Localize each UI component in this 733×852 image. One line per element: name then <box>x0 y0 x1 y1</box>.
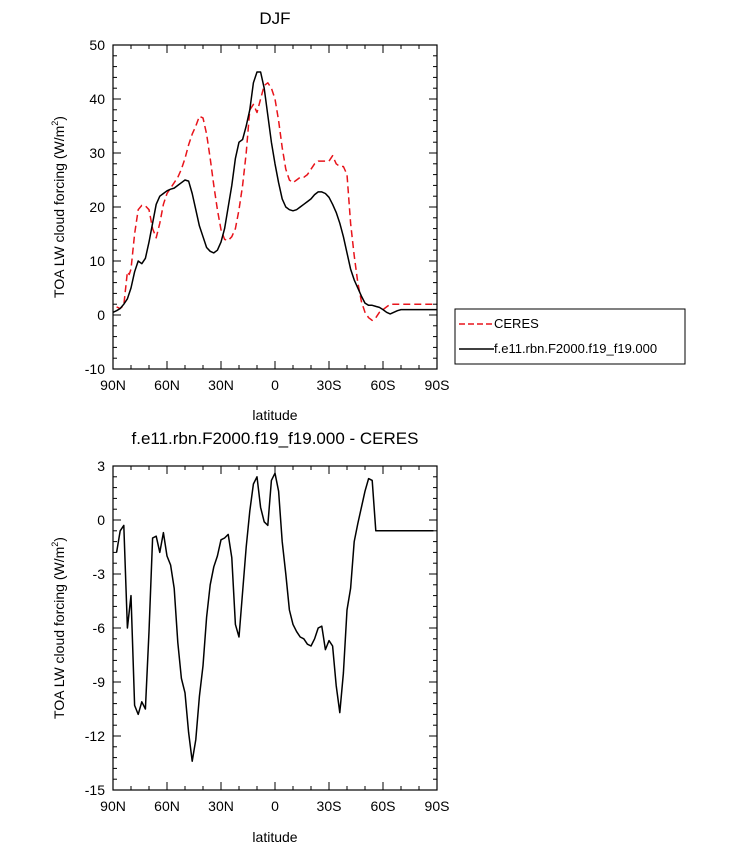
panel2-y-label-sup: 2 <box>50 542 60 547</box>
panel2-y-tick-label: 3 <box>97 458 105 474</box>
panel1-x-tick-label: 0 <box>271 377 279 393</box>
panel1-y-label-close: ) <box>51 116 67 121</box>
panel1-ticks-layer: 90N 60N 30N 0 30S 60S 90S -10 0 10 20 30 40 50 <box>85 37 450 393</box>
legend-label-ceres: CERES <box>494 316 539 331</box>
panel2-x-tick-label: 90N <box>100 798 126 814</box>
panel1-x-tick-label: 60N <box>154 377 180 393</box>
panel1-y-axis-label: TOA LW cloud forcing (W/m2) <box>50 116 67 298</box>
panel-difference: f.e11.rbn.F2000.f19_f19.000 - CERES 90N 6… <box>50 429 449 845</box>
panel1-series-layer <box>112 71 437 322</box>
panel1-x-tick-label: 90N <box>100 377 126 393</box>
panel1-y-tick-label: 30 <box>89 145 105 161</box>
panel2-y-tick-label: -15 <box>85 782 105 798</box>
panel2-x-tick-label: 60S <box>371 798 396 814</box>
panel2-x-tick-label: 60N <box>154 798 180 814</box>
panel2-x-axis-label: latitude <box>252 829 297 845</box>
panel1-x-axis-label: latitude <box>252 407 297 423</box>
panel1-x-tick-label: 90S <box>425 377 450 393</box>
panel2-y-label-main: TOA LW cloud forcing (W/m <box>51 547 67 719</box>
panel1-y-tick-label: 50 <box>89 37 105 53</box>
panel2-series-line-1 <box>115 472 434 762</box>
panel2-y-label-close: ) <box>51 537 67 542</box>
legend-label-model: f.e11.rbn.F2000.f19_f19.000 <box>494 341 657 356</box>
panel1-y-tick-label: 10 <box>89 253 105 269</box>
panel1-series-line-1 <box>116 82 437 322</box>
panel2-plot-frame <box>112 465 438 791</box>
panel1-y-tick-label: 0 <box>97 307 105 323</box>
panel2-ticks-layer: 90N 60N 30N 0 30S 60S 90S -15 -12 -9 -6 -3 0 3 <box>85 458 450 814</box>
panel2-x-tick-label: 30N <box>208 798 234 814</box>
panel2-title: f.e11.rbn.F2000.f19_f19.000 - CERES <box>132 429 419 448</box>
panel2-x-tick-label: 90S <box>425 798 450 814</box>
panel2-y-tick-label: -9 <box>93 674 106 690</box>
panel2-y-tick-label: -3 <box>93 566 106 582</box>
panel1-plot-frame <box>112 44 438 370</box>
panel2-x-tick-label: 0 <box>271 798 279 814</box>
panel2-y-tick-label: -6 <box>93 620 106 636</box>
panel2-y-tick-label: 0 <box>97 512 105 528</box>
panel1-title: DJF <box>259 9 290 28</box>
panel1-x-tick-label: 30S <box>317 377 342 393</box>
panel2-y-axis-label: TOA LW cloud forcing (W/m2) <box>50 537 67 719</box>
panel1-y-label-sup: 2 <box>50 121 60 126</box>
legend: CERES f.e11.rbn.F2000.f19_f19.000 <box>454 308 686 365</box>
panel2-x-tick-label: 30S <box>317 798 342 814</box>
panel1-x-tick-label: 60S <box>371 377 396 393</box>
panel1-x-tick-label: 30N <box>208 377 234 393</box>
panel2-y-tick-label: -12 <box>85 728 105 744</box>
panel1-y-label-main: TOA LW cloud forcing (W/m <box>51 126 67 298</box>
panel2-series-layer <box>115 472 434 762</box>
panel1-y-tick-label: 40 <box>89 91 105 107</box>
panel1-y-tick-label: -10 <box>85 361 105 377</box>
panel1-y-tick-label: 20 <box>89 199 105 215</box>
panel-djf: DJF 90N 60N 30N 0 30S 60S 90S -10 0 10 20 30 40 50 la… <box>50 9 686 423</box>
legend-box <box>454 308 686 365</box>
panel1-series-line-2 <box>112 71 437 315</box>
